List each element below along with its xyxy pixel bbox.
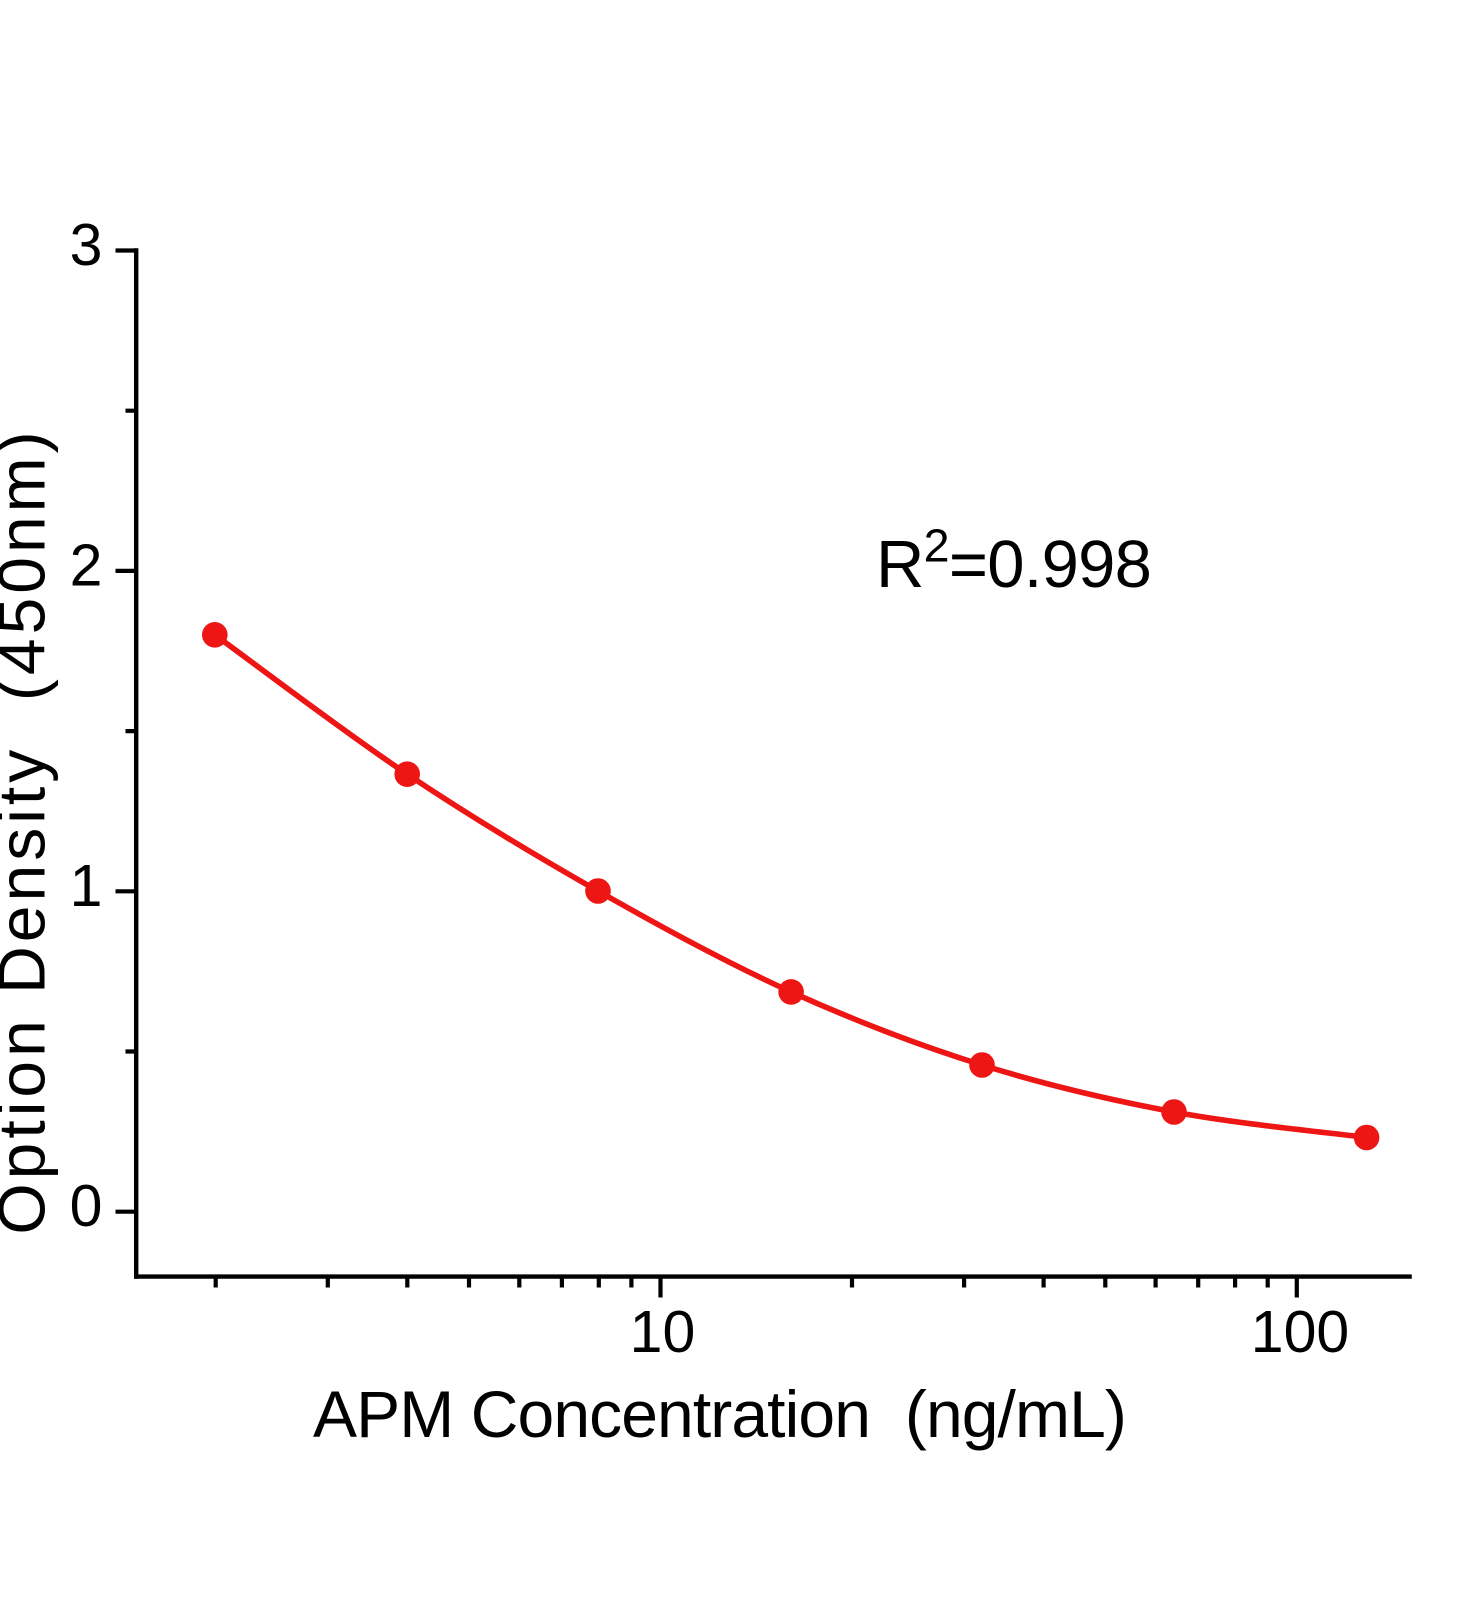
svg-text:2: 2 bbox=[70, 532, 103, 598]
svg-text:Option Density (450nm): Option Density (450nm) bbox=[0, 427, 59, 1234]
svg-text:R2=0.998: R2=0.998 bbox=[876, 520, 1151, 603]
svg-text:1: 1 bbox=[70, 853, 103, 919]
svg-text:10: 10 bbox=[630, 1299, 696, 1365]
svg-text:3: 3 bbox=[70, 212, 103, 278]
svg-text:0: 0 bbox=[70, 1173, 103, 1239]
svg-text:100: 100 bbox=[1251, 1299, 1349, 1365]
svg-text:APM Concentration (ng/mL): APM Concentration (ng/mL) bbox=[313, 1377, 1126, 1451]
